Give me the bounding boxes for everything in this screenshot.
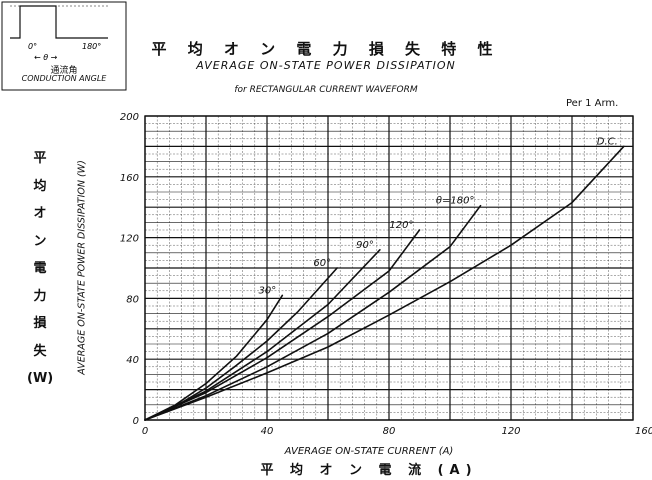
- y-tick-label: 40: [126, 355, 139, 366]
- x-tick-label: 120: [501, 426, 520, 437]
- x-axis-label-jp: 平 均 オ ン 電 流 (A): [260, 463, 478, 478]
- rectangular-waveform: [10, 5, 108, 39]
- inset-frame: [1, 1, 127, 91]
- y-label-unit: (W): [27, 371, 54, 386]
- curves: [144, 145, 625, 421]
- chart-title-en: AVERAGE ON-STATE POWER DISSIPATION: [196, 59, 456, 72]
- y-label-char: オ: [33, 206, 47, 221]
- inset-theta-arrow: ← θ →: [34, 53, 58, 62]
- curve-line: [144, 294, 284, 421]
- chart-title-jp: 平 均 オ ン 電 力 損 失 特 性: [151, 40, 501, 58]
- curve-label: D.C.: [597, 136, 618, 147]
- x-axis-label-en: AVERAGE ON-STATE CURRENT (A): [284, 446, 454, 457]
- y-axis-label-jp: 平 均 オ ン 電 力 損 失 (W): [27, 145, 53, 393]
- y-label-char: 損: [33, 316, 47, 331]
- curve-label: 30°: [259, 285, 277, 296]
- plot-frame: [144, 115, 634, 421]
- conduction-angle-inset: 0° 180° ← θ →: [1, 1, 127, 91]
- x-tick-label: 40: [261, 426, 274, 437]
- inset-caption-jp: 通流角: [50, 66, 78, 76]
- y-tick-label: 200: [120, 112, 139, 123]
- curve-label: 120°: [389, 220, 413, 231]
- x-tick-label: 160: [635, 426, 652, 437]
- x-tick-label: 0: [142, 426, 148, 437]
- y-label-char: 失: [33, 343, 47, 359]
- curve-labels: 30° 60° 90° 120° θ=180° D.C.: [259, 136, 618, 296]
- y-tick-label: 80: [126, 294, 139, 305]
- curve-line: [144, 229, 421, 421]
- y-axis-label-en: AVERAGE ON-STATE POWER DISSIPATION (W): [76, 160, 88, 375]
- y-label-char: 電: [33, 261, 47, 276]
- chart-subtitle: for RECTANGULAR CURRENT WAVEFORM: [234, 85, 418, 95]
- x-tick-label: 80: [383, 426, 396, 437]
- curve-label: θ=180°: [436, 196, 475, 207]
- inset-label-180: 180°: [82, 42, 101, 51]
- curve-label: 60°: [313, 258, 331, 269]
- curve-line: [144, 249, 381, 421]
- per-arm-note: Per 1 Arm.: [566, 98, 619, 109]
- y-label-char: 平: [33, 151, 47, 166]
- y-tick-label: 0: [133, 416, 139, 427]
- curve-line: [144, 204, 482, 421]
- y-tick-label: 160: [120, 173, 139, 184]
- curve-label: 90°: [356, 240, 374, 251]
- curve-line: [144, 145, 625, 421]
- tick-labels: 0 40 80 120 160 0 40 80 120 160 200: [120, 112, 652, 437]
- y-tick-label: 120: [120, 234, 139, 245]
- inset-label-0: 0°: [28, 42, 37, 51]
- inset-caption-en: CONDUCTION ANGLE: [21, 74, 107, 83]
- y-label-char: ン: [33, 233, 47, 249]
- y-label-char: 力: [33, 288, 47, 304]
- y-label-char: 均: [33, 178, 47, 194]
